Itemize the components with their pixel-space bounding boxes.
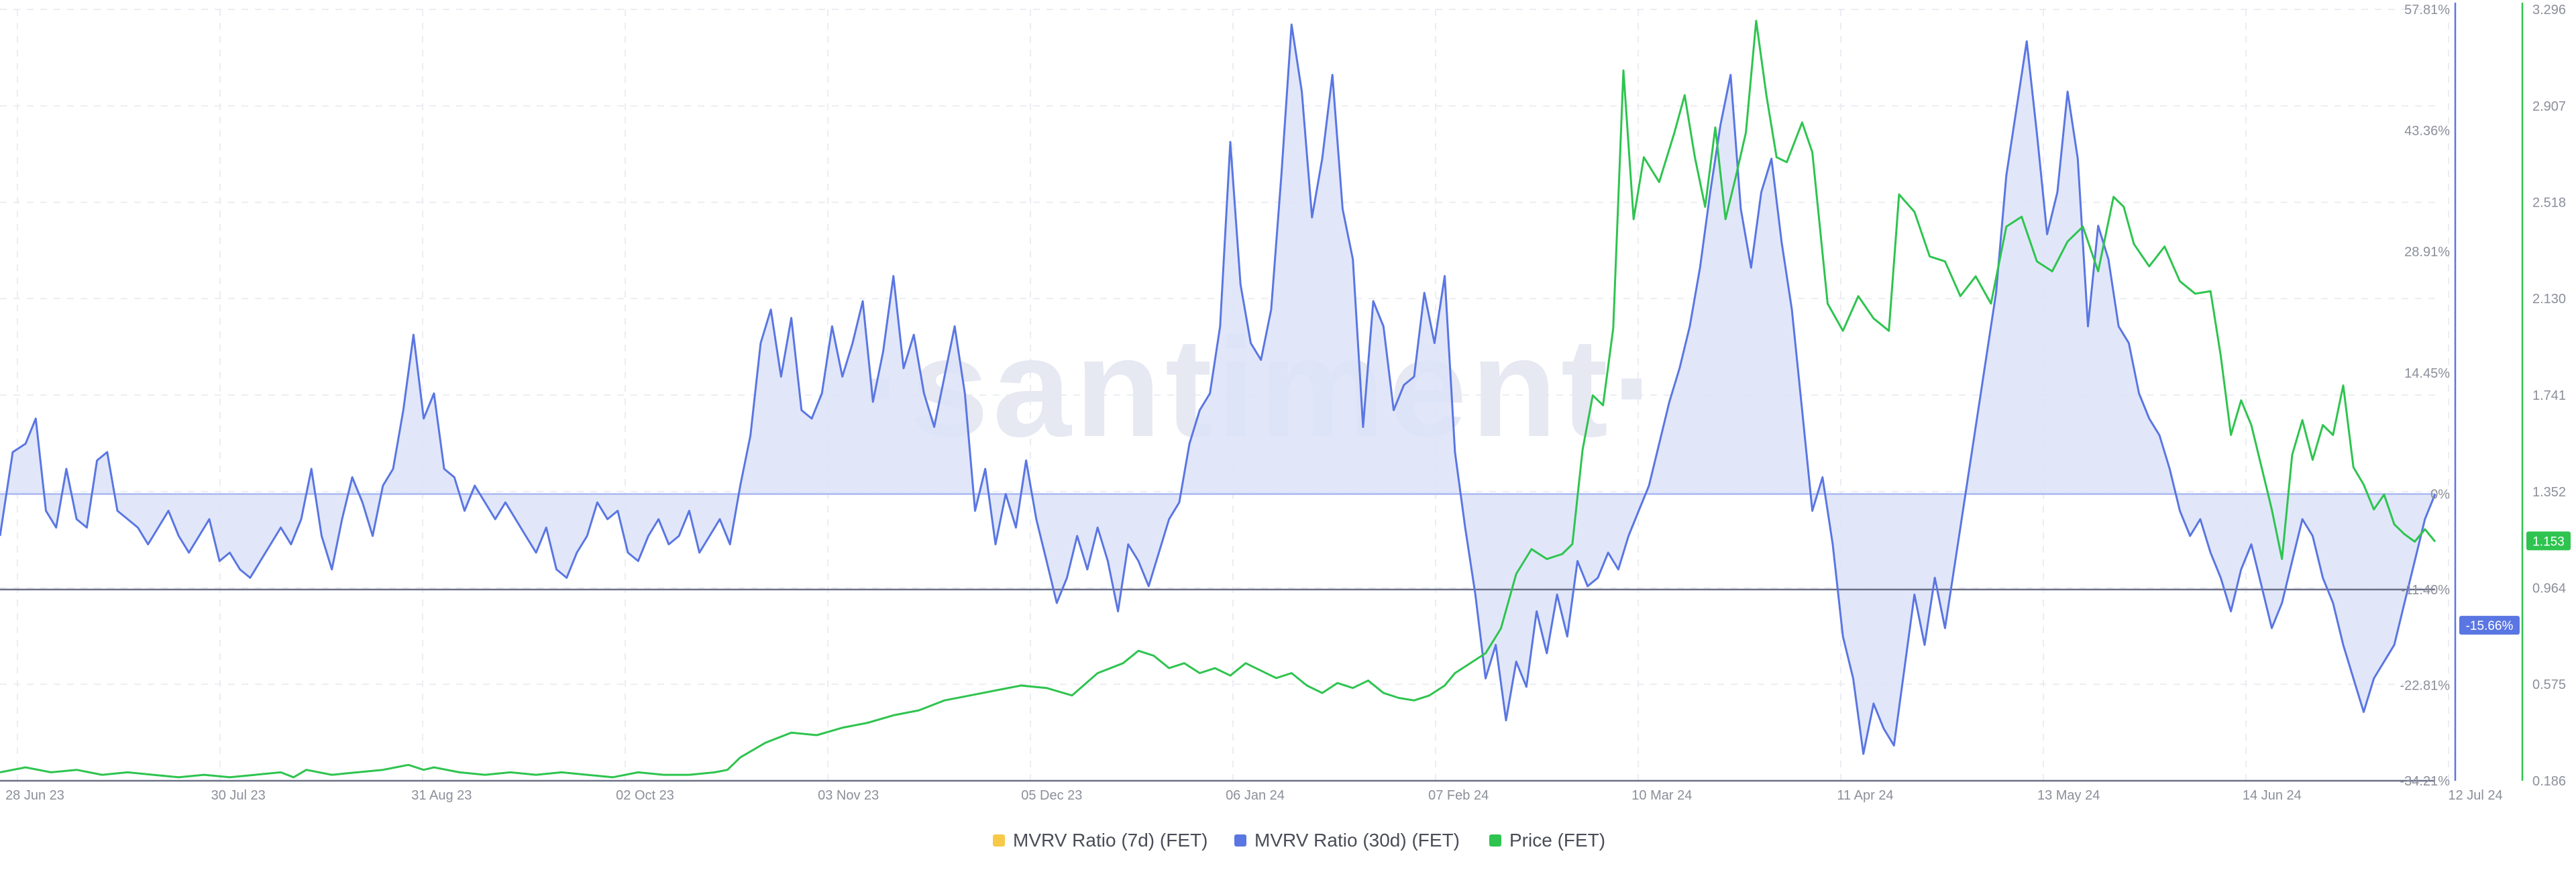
left-tick-label: 43.36% <box>2404 124 2450 139</box>
x-tick-label: 10 Mar 24 <box>1631 788 1692 803</box>
series-lines <box>0 19 2436 779</box>
x-tick-label: 31 Aug 23 <box>411 788 472 803</box>
x-tick-label: 06 Jan 24 <box>1226 788 1285 803</box>
right-tick-label: 2.907 <box>2532 99 2566 114</box>
x-tick-label: 28 Jun 23 <box>5 788 64 803</box>
x-tick-label: 11 Apr 24 <box>1837 788 1893 803</box>
left-tick-label: -22.81% <box>2400 679 2451 694</box>
legend-swatch[interactable] <box>993 834 1005 847</box>
mvrv-fill-areas <box>0 24 2435 754</box>
x-tick-label: 30 Jul 23 <box>211 788 266 803</box>
legend-label[interactable]: MVRV Ratio (7d) (FET) <box>1013 830 1208 851</box>
x-tick-label: 07 Feb 24 <box>1428 788 1489 803</box>
price-line <box>0 19 2436 779</box>
legend-swatch[interactable] <box>1489 834 1501 847</box>
axes <box>2454 3 2524 781</box>
mvrv-last-value-badge <box>2459 616 2520 635</box>
right-tick-label: 3.296 <box>2532 3 2566 17</box>
legend-label[interactable]: Price (FET) <box>1509 830 1605 851</box>
reference-lines <box>0 493 2435 782</box>
mvrv-30d-line <box>0 23 2436 755</box>
left-tick-label: 0% <box>2430 487 2450 502</box>
legend-label[interactable]: MVRV Ratio (30d) (FET) <box>1254 830 1460 851</box>
x-tick-label: 03 Nov 23 <box>818 788 879 803</box>
x-tick-label: 13 May 24 <box>2037 788 2100 803</box>
price-last-value-badge <box>2526 531 2571 551</box>
left-tick-label: 28.91% <box>2404 245 2450 260</box>
right-axis-ticks: 3.296 2.907 2.518 2.130 1.741 1.352 0.964 0.575… <box>2532 3 2566 789</box>
left-tick-label: 57.81% <box>2404 3 2450 17</box>
mvrv-30d-area <box>0 24 2435 754</box>
right-tick-label: 2.130 <box>2532 292 2566 307</box>
legend-swatch[interactable] <box>1234 834 1246 847</box>
x-tick-label: 05 Dec 23 <box>1021 788 1082 803</box>
left-tick-label: -11.40% <box>2401 583 2450 598</box>
x-tick-label: 02 Oct 23 <box>616 788 674 803</box>
right-tick-label: 0.964 <box>2532 581 2566 596</box>
left-tick-label: -34.21% <box>2400 774 2451 789</box>
left-tick-label: 14.45% <box>2404 366 2450 381</box>
right-tick-label: 1.741 <box>2532 388 2566 403</box>
right-tick-label: 2.518 <box>2532 196 2566 211</box>
x-tick-label: 12 Jul 24 <box>2448 788 2502 803</box>
x-axis-ticks: 28 Jun 23 30 Jul 23 31 Aug 23 02 Oct 23 03 N… <box>5 788 2503 803</box>
left-axis-ticks: 57.81% 43.36% 28.91% 14.45% 0% -11.40% -22.81%… <box>2400 3 2451 789</box>
right-tick-label: 1.352 <box>2532 485 2566 500</box>
x-tick-label: 14 Jun 24 <box>2243 788 2302 803</box>
last-value-badges: -15.66% 1.153 <box>2459 531 2571 635</box>
right-tick-label: 0.575 <box>2532 677 2566 692</box>
right-tick-label: 0.186 <box>2532 774 2566 789</box>
legend: MVRV Ratio (7d) (FET) MVRV Ratio (30d) (F… <box>993 830 1605 851</box>
price-last-value-text: 1.153 <box>2532 535 2565 549</box>
mvrv-last-value-text: -15.66% <box>2466 619 2514 633</box>
